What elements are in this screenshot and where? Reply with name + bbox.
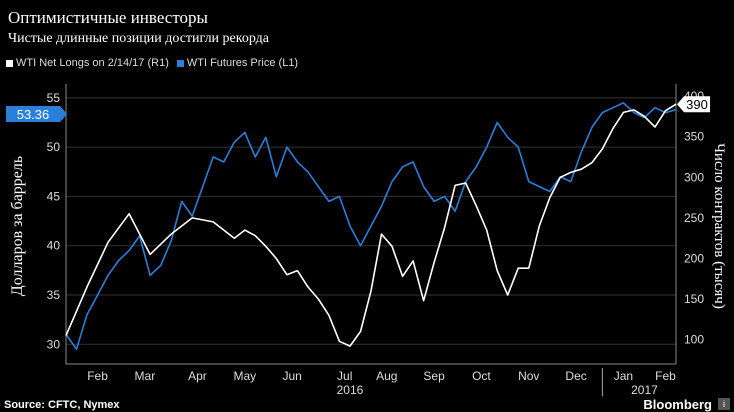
info-icon[interactable]: i xyxy=(718,398,730,410)
source-note: Source: CFTC, Nymex xyxy=(4,399,120,411)
y-left-axis-title: Долларов за баррель xyxy=(9,156,26,296)
legend-swatch-futures-price xyxy=(176,59,184,67)
last-value-label-right: 390 xyxy=(686,97,708,112)
x-tick-label: Feb xyxy=(655,369,676,383)
legend-item-net-longs: WTI Net Longs on 2/14/17 (R1) xyxy=(6,57,169,69)
last-value-tag-left xyxy=(6,106,67,123)
y-right-tick-label: 200 xyxy=(684,251,704,265)
chart-subtitle: Чистые длинные позиции достигли рекорда xyxy=(8,31,270,46)
y-left-tick-label: 40 xyxy=(47,239,61,253)
bloomberg-logo: Bloomberg xyxy=(643,397,712,412)
legend-label-futures-price: WTI Futures Price (L1) xyxy=(186,57,299,69)
y-left-tick-label: 45 xyxy=(47,189,61,203)
legend: WTI Net Longs on 2/14/17 (R1) WTI Future… xyxy=(6,57,298,69)
series-line-net-longs xyxy=(65,103,677,347)
legend-label-net-longs: WTI Net Longs on 2/14/17 (R1) xyxy=(16,57,169,69)
x-tick-label: Apr xyxy=(188,369,207,383)
x-tick-label: Feb xyxy=(87,369,108,383)
x-tick-label: Mar xyxy=(135,369,156,383)
legend-swatch-net-longs xyxy=(6,59,13,67)
y-left-tick-label: 55 xyxy=(47,91,61,105)
y-right-tick-label: 100 xyxy=(684,333,704,347)
chart-title: Оптимистичные инвесторы xyxy=(8,8,208,27)
y-right-tick-label: 350 xyxy=(684,130,704,144)
y-right-tick-label: 150 xyxy=(684,292,704,306)
x-tick-label: Jul xyxy=(337,369,352,383)
y-right-tick-label: 250 xyxy=(684,211,704,225)
y-right-axis-title: Число контрактов (тысяч) xyxy=(711,143,727,309)
y-right-tick-label: 300 xyxy=(684,170,704,184)
x-tick-label: Jun xyxy=(282,369,301,383)
x-tick-label: Jan xyxy=(614,369,633,383)
x-tick-label: Sep xyxy=(423,369,445,383)
last-value-label-left: 53.36 xyxy=(17,107,50,122)
series-line-futures-price xyxy=(65,102,677,351)
x-tick-label: Nov xyxy=(518,369,539,383)
y-left-tick-label: 35 xyxy=(47,288,61,302)
legend-item-futures-price: WTI Futures Price (L1) xyxy=(176,57,299,69)
y-left-tick-label: 50 xyxy=(47,140,61,154)
x-tick-label: Aug xyxy=(376,369,397,383)
last-value-tag-right xyxy=(677,96,710,113)
y-left-tick-label: 30 xyxy=(47,337,61,351)
x-year-label: 2017 xyxy=(631,383,658,397)
x-tick-label: Dec xyxy=(565,369,586,383)
x-tick-label: May xyxy=(233,369,256,383)
x-tick-label: Oct xyxy=(472,369,491,383)
x-year-label: 2016 xyxy=(337,383,364,397)
